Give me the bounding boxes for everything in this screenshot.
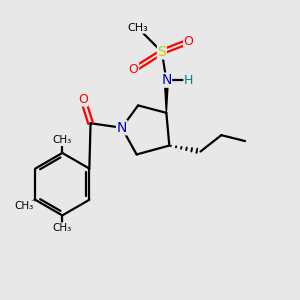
Text: S: S: [158, 45, 166, 59]
Text: CH₃: CH₃: [15, 201, 34, 211]
Text: N: N: [117, 121, 127, 135]
Text: CH₃: CH₃: [53, 223, 72, 233]
Text: N: N: [161, 73, 172, 87]
Text: H: H: [184, 74, 193, 87]
Text: O: O: [184, 35, 194, 48]
Text: CH₃: CH₃: [53, 136, 72, 146]
Text: O: O: [129, 63, 139, 76]
Text: O: O: [78, 93, 88, 106]
Polygon shape: [164, 79, 168, 113]
Text: CH₃: CH₃: [128, 23, 148, 33]
